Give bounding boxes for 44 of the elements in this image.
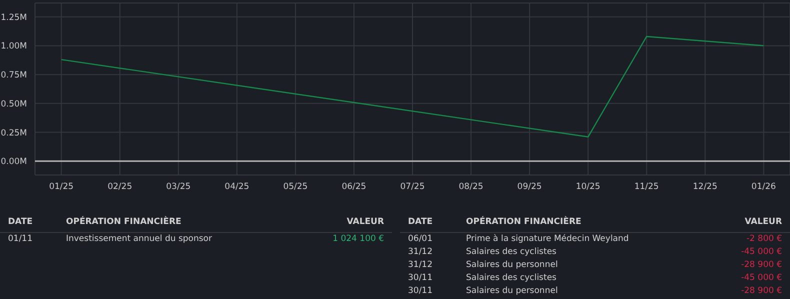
text: 01/11 [7, 232, 34, 245]
text: DATE [407, 216, 434, 229]
text: Salaires du personnel [465, 284, 559, 297]
x-tick-label: 10/25 [576, 182, 600, 192]
text: Salaires des cyclistes [465, 246, 558, 258]
y-tick-label: 0.75M [0, 70, 27, 81]
text: 31/12 [407, 246, 434, 258]
x-tick-label: 03/25 [166, 182, 191, 192]
x-tick-label: 01/26 [751, 182, 776, 192]
text: -45 000 € [740, 272, 783, 284]
text: 06/01 [407, 232, 434, 245]
y-tick-label: 0.00M [0, 157, 27, 168]
x-tick-label: 07/25 [400, 182, 425, 192]
text: Salaires des cyclistes [465, 272, 558, 284]
y-tick-label: 1.25M [0, 12, 27, 23]
text: VALEUR [346, 216, 385, 229]
x-tick-label: 08/25 [458, 182, 484, 192]
y-tick-label: 0.50M [0, 99, 27, 110]
x-tick-label: 06/25 [342, 182, 366, 192]
x-tick-label: 04/25 [224, 182, 250, 192]
text: 1 024 100 € [332, 232, 385, 245]
x-tick-label: 02/25 [108, 182, 132, 192]
x-tick-label: 12/25 [692, 182, 718, 192]
y-tick-label: 1.00M [0, 42, 27, 52]
x-tick-label: 11/25 [634, 182, 659, 192]
x-tick-label: 09/25 [517, 182, 542, 192]
text: 30/11 [407, 272, 434, 284]
text: VALEUR [744, 216, 783, 229]
text: -28 900 € [740, 284, 783, 297]
text: DATE [7, 216, 34, 229]
text: Salaires du personnel [465, 258, 559, 271]
text: OPÉRATION FINANCIÈRE [465, 215, 582, 229]
text: Investissement annuel du sponsor [65, 232, 213, 245]
text: -2 800 € [745, 232, 783, 245]
text: -28 900 € [740, 258, 783, 271]
text: Prime à la signature Médecin Weyland [465, 232, 630, 245]
x-tick-label: 05/25 [283, 182, 308, 192]
x-tick-label: 01/25 [49, 182, 74, 192]
text: 30/11 [407, 284, 434, 297]
text: -45 000 € [740, 246, 783, 258]
y-tick-label: 0.25M [0, 128, 27, 138]
text: 31/12 [407, 258, 434, 271]
text: OPÉRATION FINANCIÈRE [65, 215, 182, 229]
line-series [60, 36, 764, 138]
